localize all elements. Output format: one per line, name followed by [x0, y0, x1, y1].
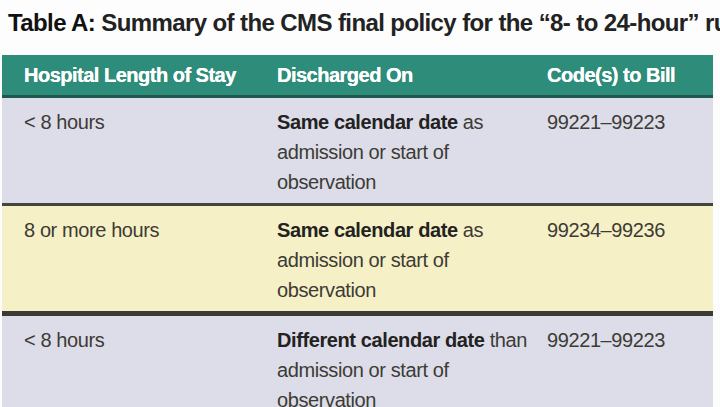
table-title: Table A: Summary of the CMS final policy… [8, 8, 712, 38]
cell-codes: 99221–99223 [542, 107, 713, 197]
discharged-on-emphasis: Same calendar date [277, 111, 458, 133]
discharged-on-emphasis: Same calendar date [277, 219, 458, 241]
cell-length-of-stay: 8 or more hours [2, 215, 255, 305]
cell-codes: 99234–99236 [542, 215, 713, 305]
discharged-on-emphasis: Different calendar date [277, 329, 485, 351]
table-row: 8 or more hours Same calendar date as ad… [2, 203, 713, 311]
table-title-text: Summary of the CMS final policy for the … [95, 9, 720, 36]
header-codes-to-bill: Code(s) to Bill [542, 64, 713, 87]
cell-codes: 99221–99223 [542, 325, 713, 407]
cell-length-of-stay: < 8 hours [2, 325, 255, 407]
page: Table A: Summary of the CMS final policy… [0, 0, 720, 407]
table-row: < 8 hours Same calendar date as admissio… [2, 98, 713, 203]
table-row: < 8 hours Different calendar date than a… [2, 311, 713, 407]
cell-discharged-on: Different calendar date than admission o… [255, 325, 542, 407]
table-title-label: Table A: [8, 9, 95, 36]
cell-discharged-on: Same calendar date as admission or start… [255, 215, 542, 305]
cms-policy-table: Hospital Length of Stay Discharged On Co… [2, 55, 713, 407]
table-header-row: Hospital Length of Stay Discharged On Co… [2, 55, 713, 98]
cell-discharged-on: Same calendar date as admission or start… [255, 107, 542, 197]
cell-length-of-stay: < 8 hours [2, 107, 255, 197]
header-discharged-on: Discharged On [255, 64, 542, 87]
header-hospital-length-of-stay: Hospital Length of Stay [2, 64, 255, 87]
